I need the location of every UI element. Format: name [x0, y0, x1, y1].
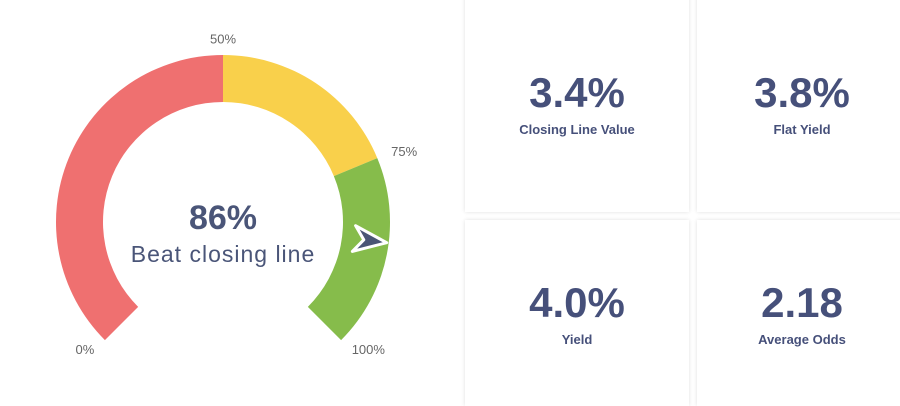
- gauge-label: Beat closing line: [131, 241, 316, 267]
- stat-card: 3.8% Flat Yield: [697, 0, 900, 212]
- stat-label: Average Odds: [758, 331, 846, 347]
- stat-label: Closing Line Value: [519, 121, 635, 137]
- stat-card: 2.18 Average Odds: [697, 220, 900, 406]
- gauge-marker: [350, 224, 389, 253]
- tick-label: 75%: [391, 144, 417, 159]
- stat-card: 4.0% Yield: [465, 220, 689, 406]
- stat-value: 3.4%: [529, 68, 625, 116]
- gauge-value: 86%: [189, 199, 257, 237]
- stat-value: 2.18: [761, 278, 843, 326]
- tick-label: 50%: [210, 31, 236, 46]
- gauge-band: [223, 55, 378, 177]
- stat-value: 4.0%: [529, 278, 625, 326]
- stat-label: Yield: [561, 331, 593, 347]
- stat-card: 3.4% Closing Line Value: [465, 0, 689, 212]
- stat-label: Flat Yield: [773, 121, 831, 137]
- tick-label: 100%: [352, 342, 386, 357]
- gauge-band: [56, 55, 223, 341]
- stat-value: 3.8%: [754, 68, 850, 116]
- gauge-chart: 86% Beat closing line 0% 50% 75% 100%: [56, 31, 418, 357]
- gauge-band: [307, 158, 391, 341]
- tick-label: 0%: [76, 342, 95, 357]
